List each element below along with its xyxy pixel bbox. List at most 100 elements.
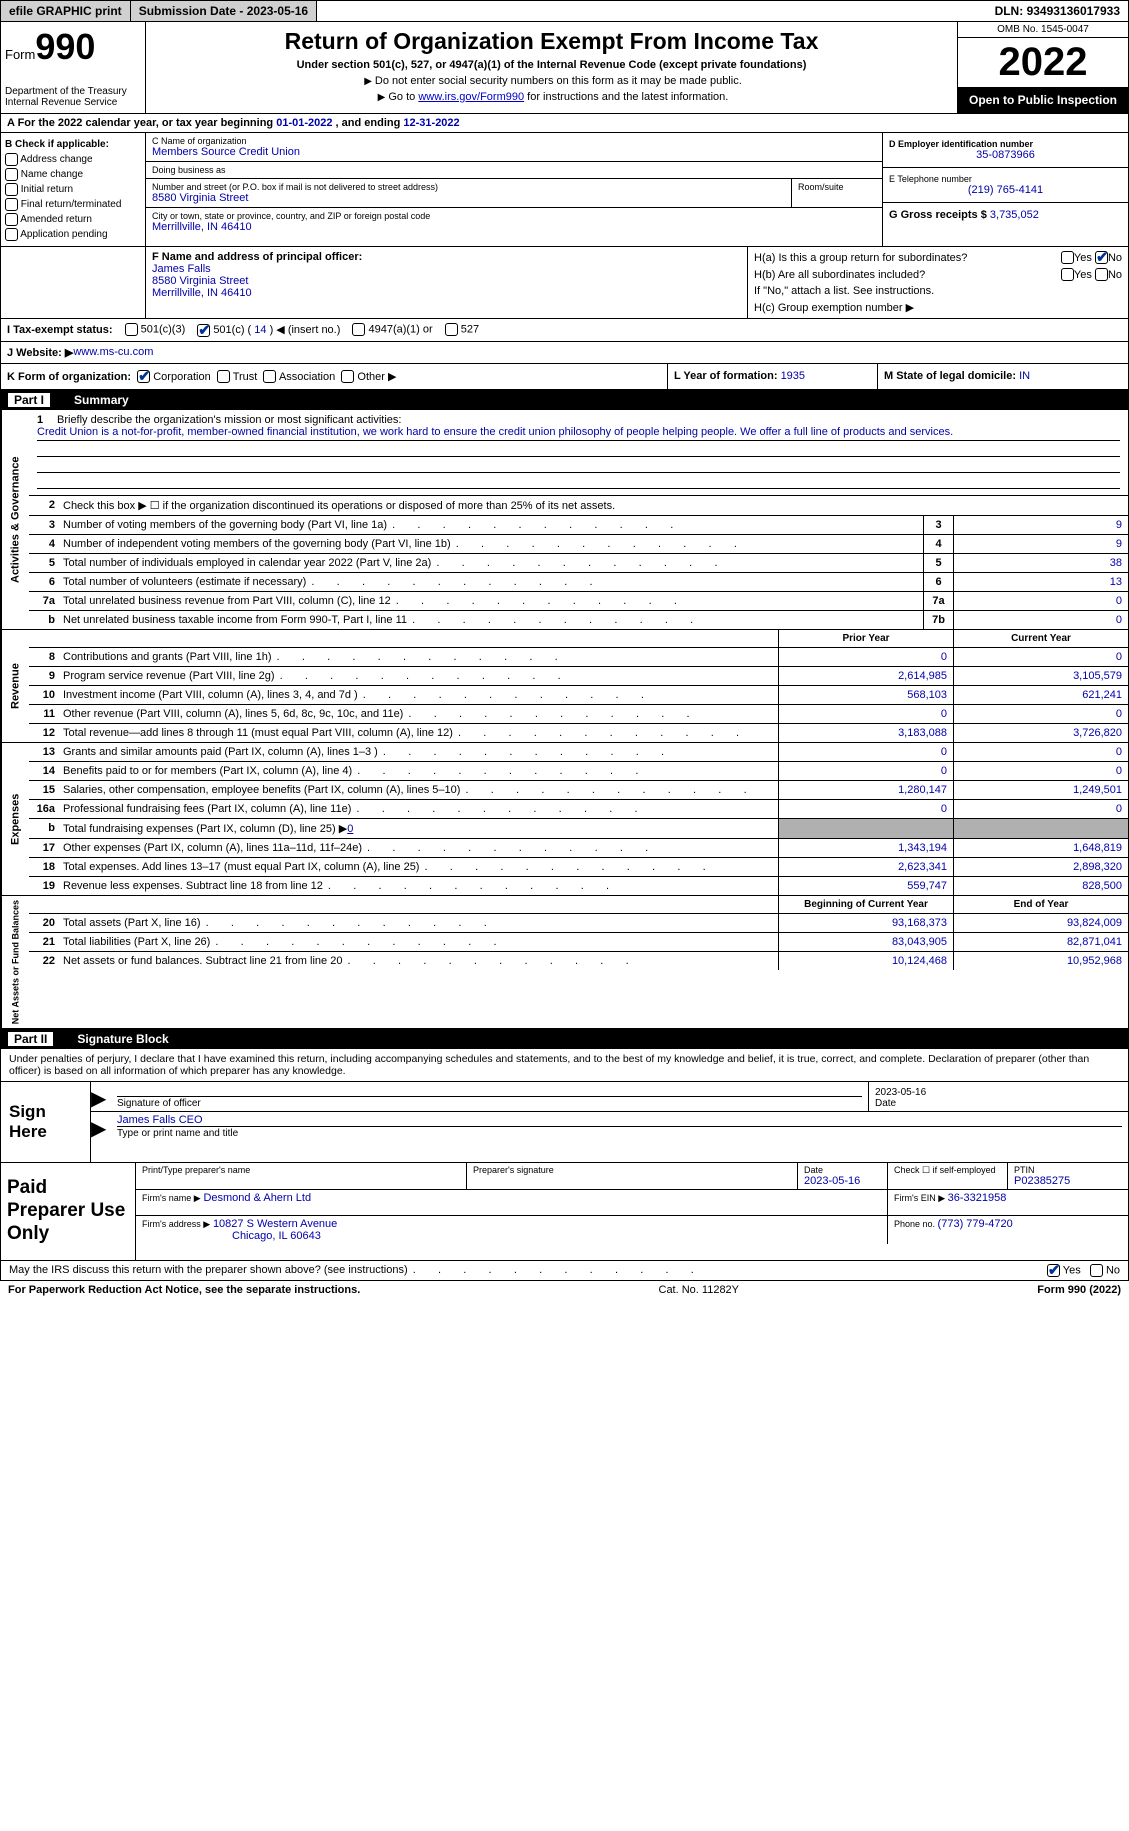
discuss-no-checkbox[interactable] xyxy=(1090,1264,1103,1277)
website-row: J Website: ▶ www.ms-cu.com xyxy=(0,342,1129,364)
expenses-side-label: Expenses xyxy=(1,743,29,895)
box-m: M State of legal domicile: IN xyxy=(878,364,1128,390)
officer-label: F Name and address of principal officer: xyxy=(152,251,741,263)
netassets-side-label: Net Assets or Fund Balances xyxy=(1,896,29,1028)
line1-num: 1 xyxy=(37,414,57,426)
revenue-side-label: Revenue xyxy=(1,630,29,742)
prior-value: 0 xyxy=(778,800,953,818)
activities-section: Activities & Governance 1Briefly describ… xyxy=(0,410,1129,630)
prep-row-2: Firm's name ▶ Desmond & Ahern Ltd Firm's… xyxy=(136,1190,1128,1216)
omb-number: OMB No. 1545-0047 xyxy=(958,22,1128,38)
opt-527[interactable]: 527 xyxy=(445,323,479,336)
k-other: Other ▶ xyxy=(357,371,396,383)
line-num: 17 xyxy=(29,839,59,857)
firm-addr2: Chicago, IL 60643 xyxy=(142,1230,881,1242)
line6: 6 Total number of volunteers (estimate i… xyxy=(29,573,1128,592)
hb-no: No xyxy=(1108,269,1122,281)
line-num: 2 xyxy=(29,496,59,515)
note-link: Go to www.irs.gov/Form990 for instructio… xyxy=(152,91,951,103)
opt-501c[interactable]: 501(c) ( 14 ) ◀ (insert no.) xyxy=(197,323,340,337)
k-corp-checkbox[interactable] xyxy=(137,370,150,383)
opt-final-return[interactable]: Final return/terminated xyxy=(5,197,141,212)
hb-yes-checkbox[interactable] xyxy=(1061,268,1074,281)
mission-text: Credit Union is a not-for-profit, member… xyxy=(37,426,1120,441)
k-trust: Trust xyxy=(233,371,258,383)
hb-label: H(b) Are all subordinates included? xyxy=(754,269,1061,281)
line-num: 12 xyxy=(29,724,59,742)
k-assoc-checkbox[interactable] xyxy=(263,370,276,383)
opt-name-change[interactable]: Name change xyxy=(5,167,141,182)
m-label: M State of legal domicile: xyxy=(884,370,1019,382)
room-label: Room/suite xyxy=(798,182,876,192)
sig-row-2: ▶ James Falls CEO Type or print name and… xyxy=(91,1112,1128,1141)
line-text: Professional fundraising fees (Part IX, … xyxy=(59,800,778,818)
line-value: 9 xyxy=(953,535,1128,553)
k-trust-checkbox[interactable] xyxy=(217,370,230,383)
line-text: Revenue less expenses. Subtract line 18 … xyxy=(59,877,778,895)
top-bar: efile GRAPHIC print Submission Date - 20… xyxy=(0,0,1129,22)
opt-4947[interactable]: 4947(a)(1) or xyxy=(352,323,432,336)
street-label: Number and street (or P.O. box if mail i… xyxy=(152,182,785,192)
m-value: IN xyxy=(1019,370,1030,382)
current-value: 3,105,579 xyxy=(953,667,1128,685)
part1-title: Summary xyxy=(74,393,129,407)
line-text: Grants and similar amounts paid (Part IX… xyxy=(59,743,778,761)
form-num: 990 xyxy=(35,26,95,67)
hb-no-checkbox[interactable] xyxy=(1095,268,1108,281)
sig-row-1: ▶ Signature of officer 2023-05-16 Date xyxy=(91,1082,1128,1112)
part2-title: Signature Block xyxy=(77,1032,168,1046)
cal-end: 12-31-2022 xyxy=(403,117,459,129)
line-b: bTotal fundraising expenses (Part IX, co… xyxy=(29,819,1128,839)
line-box: 6 xyxy=(923,573,953,591)
line-8: 8Contributions and grants (Part VIII, li… xyxy=(29,648,1128,667)
klm-row: K Form of organization: Corporation Trus… xyxy=(0,364,1129,391)
box-l: L Year of formation: 1935 xyxy=(668,364,878,390)
col-header-row: Prior Year Current Year xyxy=(29,630,1128,648)
ha-yes-checkbox[interactable] xyxy=(1061,251,1074,264)
tax-status-label: I Tax-exempt status: xyxy=(7,324,113,336)
ha-no-checkbox[interactable] xyxy=(1095,251,1108,264)
line4: 4 Number of independent voting members o… xyxy=(29,535,1128,554)
prior-value: 0 xyxy=(778,762,953,780)
line-text: Total number of individuals employed in … xyxy=(59,554,923,572)
current-value: 1,648,819 xyxy=(953,839,1128,857)
ha-yes: Yes xyxy=(1074,252,1092,264)
gross-value: 3,735,052 xyxy=(990,209,1039,221)
line-15: 15Salaries, other compensation, employee… xyxy=(29,781,1128,800)
cal-mid: , and ending xyxy=(336,117,404,129)
prep-row-1: Print/Type preparer's name Preparer's si… xyxy=(136,1163,1128,1190)
opt-app-pending[interactable]: Application pending xyxy=(5,227,141,242)
form-subtitle: Under section 501(c), 527, or 4947(a)(1)… xyxy=(152,59,951,71)
line-num: 21 xyxy=(29,933,59,951)
prior-year-header: Prior Year xyxy=(778,630,953,647)
spacer xyxy=(29,896,59,913)
opt-address-change[interactable]: Address change xyxy=(5,152,141,167)
k-other-checkbox[interactable] xyxy=(341,370,354,383)
efile-print-button[interactable]: efile GRAPHIC print xyxy=(1,1,131,21)
line-num: 4 xyxy=(29,535,59,553)
line-box: 7b xyxy=(923,611,953,629)
opt-amended[interactable]: Amended return xyxy=(5,212,141,227)
officer-addr1: 8580 Virginia Street xyxy=(152,275,741,287)
line-num: 13 xyxy=(29,743,59,761)
line-10: 10Investment income (Part VIII, column (… xyxy=(29,686,1128,705)
irs-link[interactable]: www.irs.gov/Form990 xyxy=(418,91,524,103)
current-value: 0 xyxy=(953,762,1128,780)
submission-date: Submission Date - 2023-05-16 xyxy=(131,1,317,21)
l-label: L Year of formation: xyxy=(674,370,781,382)
line-22: 22Net assets or fund balances. Subtract … xyxy=(29,952,1128,970)
line-text: Total revenue—add lines 8 through 11 (mu… xyxy=(59,724,778,742)
discuss-text: May the IRS discuss this return with the… xyxy=(9,1264,696,1276)
line5: 5 Total number of individuals employed i… xyxy=(29,554,1128,573)
line-value: 38 xyxy=(953,554,1128,572)
sig-arrow-icon: ▶ xyxy=(91,1112,111,1141)
org-name: Members Source Credit Union xyxy=(152,146,876,158)
discuss-yes-checkbox[interactable] xyxy=(1047,1264,1060,1277)
opt-initial-return[interactable]: Initial return xyxy=(5,182,141,197)
footer-right: Form 990 (2022) xyxy=(1037,1284,1121,1296)
firm-ein-label: Firm's EIN ▶ xyxy=(894,1193,948,1203)
firm-name-label: Firm's name ▶ xyxy=(142,1193,201,1203)
opt-501c3[interactable]: 501(c)(3) xyxy=(125,323,186,336)
current-value: 82,871,041 xyxy=(953,933,1128,951)
prep-self-label: Check ☐ if self-employed xyxy=(894,1165,1001,1176)
